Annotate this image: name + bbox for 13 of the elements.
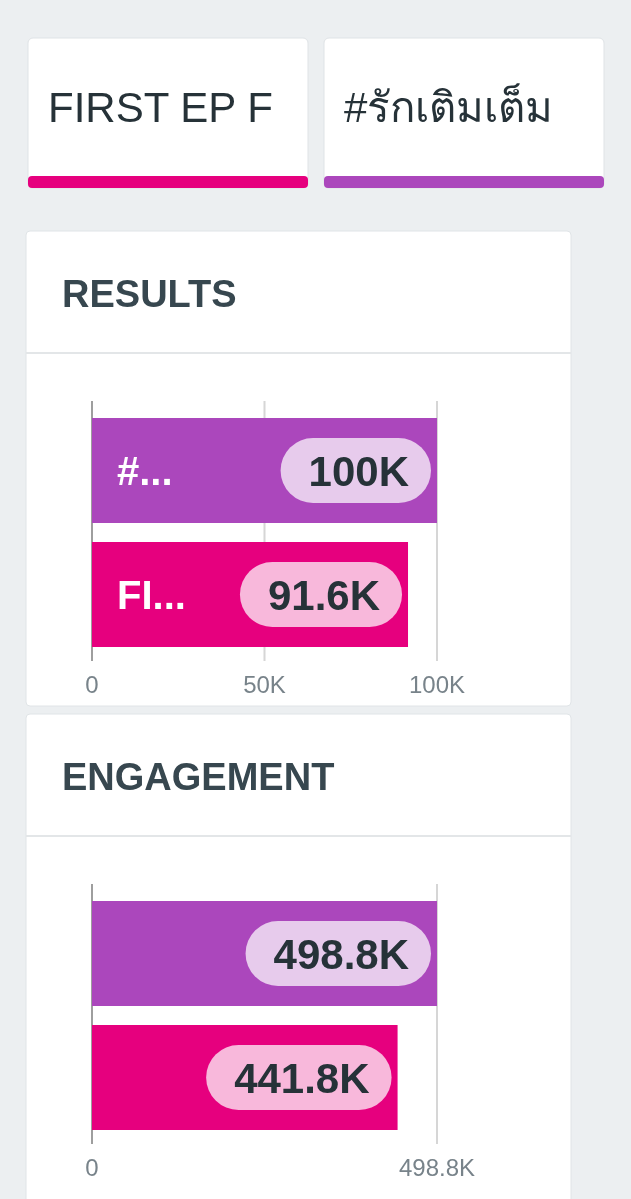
data-label: 91.6K <box>267 571 381 619</box>
x-tick-label: 100K <box>408 671 466 698</box>
chart-title: ENGAGEMENT <box>62 756 335 798</box>
x-tick-label: 0 <box>85 671 99 698</box>
x-tick-label: 50K <box>243 671 286 698</box>
chart-title: RESULTS <box>62 273 237 315</box>
data-label: 498.8K <box>273 930 409 978</box>
x-tick-label: 0 <box>85 1154 99 1181</box>
y-tick-label: FI... <box>117 572 186 617</box>
data-label: 100K <box>308 447 409 495</box>
tabs: FIRST EP F #รักเติมเต็ม <box>27 37 605 189</box>
data-label: 441.8K <box>234 1054 370 1102</box>
y-tick-label: #... <box>117 448 173 493</box>
